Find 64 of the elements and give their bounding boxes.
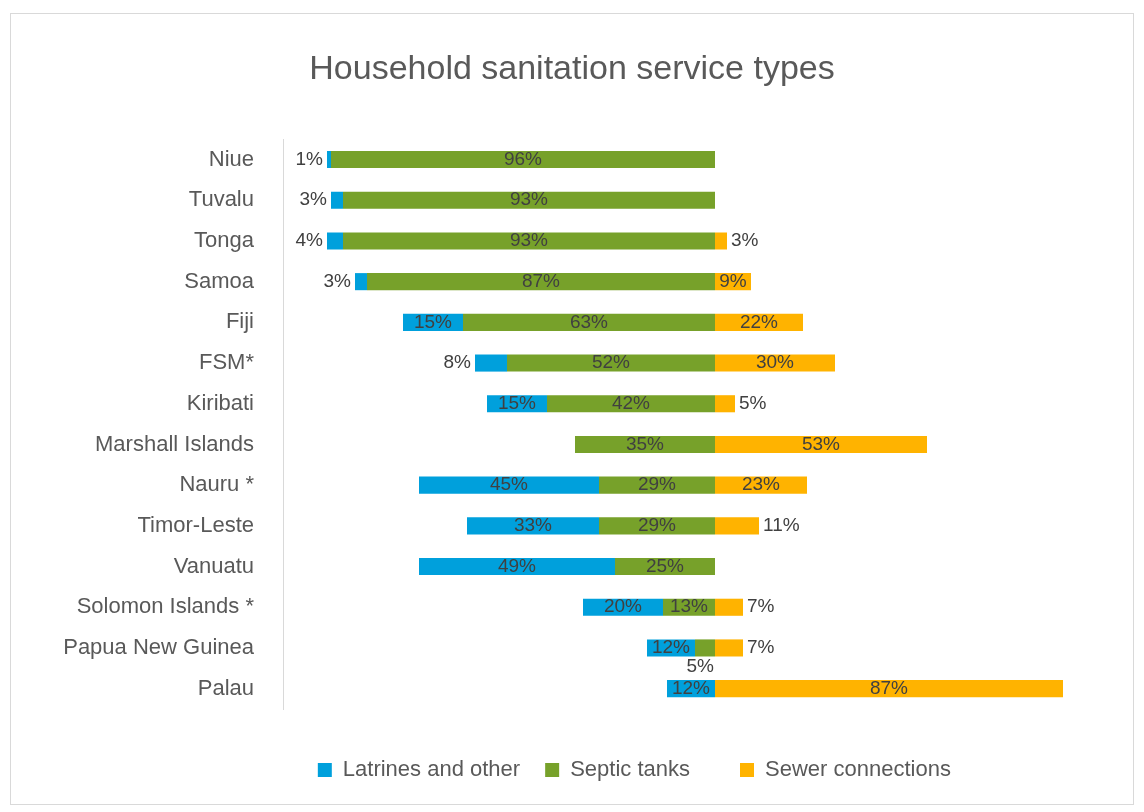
data-label: 1%	[295, 147, 324, 169]
y-tick-label: Timor-Leste	[137, 511, 254, 537]
data-label: 93%	[509, 188, 549, 210]
data-label: 20%	[603, 595, 643, 617]
y-tick-label: Solomon Islands *	[76, 593, 255, 619]
data-label: 45%	[489, 473, 529, 495]
data-label: 87%	[869, 676, 909, 698]
bar	[419, 558, 615, 576]
data-label: 96%	[503, 147, 543, 169]
y-tick-label: Papua New Guinea	[63, 634, 255, 660]
y-tick-label: Vanuatu	[173, 552, 254, 578]
data-label: 8%	[443, 351, 472, 373]
data-label: 7%	[747, 636, 775, 658]
y-tick-label: Nauru *	[179, 471, 255, 497]
data-label: 13%	[669, 595, 709, 617]
data-label: 15%	[413, 310, 453, 332]
data-label: 53%	[801, 432, 841, 454]
y-tick-label: Fiji	[225, 308, 254, 334]
data-label: 22%	[739, 310, 779, 332]
bar	[343, 191, 715, 209]
bar	[419, 476, 599, 494]
data-label: 3%	[299, 188, 328, 210]
y-tick-label: FSM*	[199, 349, 255, 375]
chart-title: Household sanitation service types	[308, 47, 836, 88]
data-label: 15%	[497, 391, 537, 413]
y-tick-label: Niue	[208, 145, 254, 171]
data-label: 52%	[591, 351, 631, 373]
bar	[715, 232, 727, 250]
y-tick-label: Marshall Islands	[95, 430, 254, 456]
legend-label: Sewer connections	[765, 756, 951, 782]
y-tick-label: Tuvalu	[188, 186, 254, 212]
data-label: 33%	[513, 514, 553, 536]
data-label: 49%	[497, 554, 537, 576]
data-label: 3%	[323, 269, 352, 291]
data-label: 25%	[645, 554, 685, 576]
data-label: 93%	[509, 229, 549, 251]
data-label: 29%	[637, 514, 677, 536]
bar	[331, 151, 715, 169]
data-label: 5%	[739, 391, 767, 413]
data-label: 3%	[731, 229, 759, 251]
bar	[331, 191, 343, 209]
data-label: 87%	[521, 269, 561, 291]
data-label: 12%	[671, 676, 711, 698]
bar	[327, 232, 343, 250]
data-label: 30%	[755, 351, 795, 373]
data-label: 42%	[611, 391, 651, 413]
data-label: 11%	[763, 514, 800, 536]
data-label: 4%	[295, 229, 324, 251]
data-label: 63%	[569, 310, 609, 332]
legend-label: Latrines and other	[342, 756, 521, 782]
legend-label: Septic tanks	[570, 756, 690, 782]
y-tick-label: Palau	[197, 674, 254, 700]
bar	[355, 273, 367, 291]
y-tick-label: Kiribati	[186, 389, 254, 415]
bar	[715, 395, 735, 413]
data-label: 35%	[625, 432, 665, 454]
data-label: 23%	[741, 473, 781, 495]
data-label: 7%	[747, 595, 775, 617]
data-label: 29%	[637, 473, 677, 495]
bar	[327, 151, 331, 169]
y-tick-label: Tonga	[194, 227, 255, 253]
y-tick-label: Samoa	[184, 267, 255, 293]
bar	[475, 354, 507, 372]
data-label: 9%	[719, 269, 747, 291]
